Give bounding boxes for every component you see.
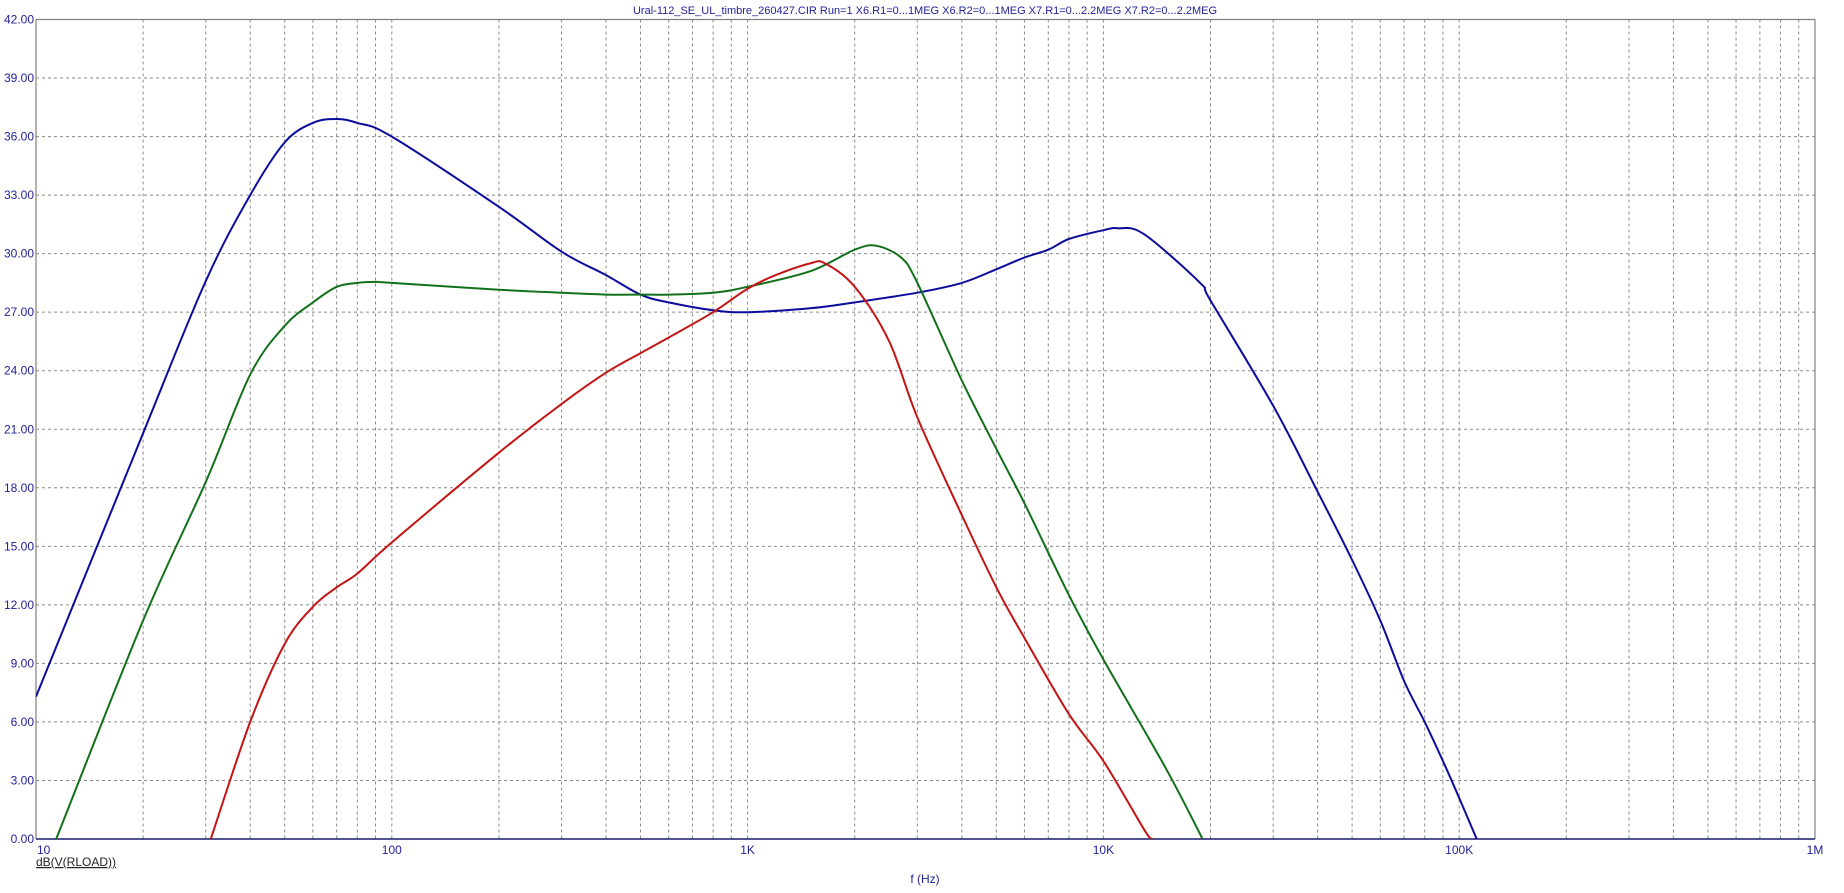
y-tick-label: 15.00 bbox=[4, 539, 34, 553]
y-tick-label: 6.00 bbox=[11, 715, 35, 729]
y-tick-labels: 0.00 3.00 6.00 9.00 12.00 15.00 18.00 21.00 24.0… bbox=[4, 13, 34, 847]
y-tick-label: 27.00 bbox=[4, 305, 34, 319]
x-tick-label: 10K bbox=[1093, 843, 1114, 857]
y-tick-label: 9.00 bbox=[11, 656, 35, 670]
y-tick-label: 21.00 bbox=[4, 422, 34, 436]
grid bbox=[36, 19, 1815, 839]
series-line-2 bbox=[55, 244, 1204, 839]
x-tick-label: 1K bbox=[740, 843, 755, 857]
chart-title: Ural-112_SE_UL_timbre_260427.CIR Run=1 X… bbox=[633, 5, 1217, 17]
y-tick-label: 0.00 bbox=[11, 832, 35, 846]
y-axis-label: dB(V(RLOAD)) bbox=[36, 855, 116, 869]
y-tick-label: 24.00 bbox=[4, 364, 34, 378]
series-group bbox=[36, 118, 1478, 839]
y-tick-label: 36.00 bbox=[4, 130, 34, 144]
y-tick-label: 3.00 bbox=[11, 773, 35, 787]
x-tick-label: 1M bbox=[1807, 843, 1824, 857]
x-tick-label: 10 bbox=[37, 843, 51, 857]
y-tick-label: 12.00 bbox=[4, 598, 34, 612]
x-tick-labels: 10 100 1K 10K 100K 1M bbox=[37, 843, 1823, 857]
series-line-3 bbox=[209, 260, 1153, 839]
y-tick-label: 33.00 bbox=[4, 188, 34, 202]
y-tick-label: 18.00 bbox=[4, 481, 34, 495]
series-line-1 bbox=[36, 118, 1478, 839]
axes bbox=[35, 18, 1816, 840]
x-tick-label: 100K bbox=[1445, 843, 1473, 857]
y-tick-label: 42.00 bbox=[4, 13, 34, 27]
x-tick-label: 100 bbox=[382, 843, 402, 857]
y-tick-label: 30.00 bbox=[4, 247, 34, 261]
y-tick-label: 39.00 bbox=[4, 71, 34, 85]
x-axis-label: f (Hz) bbox=[910, 872, 939, 886]
